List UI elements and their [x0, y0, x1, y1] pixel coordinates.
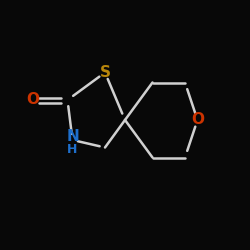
Text: H: H: [67, 143, 78, 156]
Text: N: N: [66, 129, 79, 144]
Text: S: S: [100, 65, 110, 80]
Text: O: O: [191, 112, 204, 128]
Text: O: O: [26, 92, 39, 108]
